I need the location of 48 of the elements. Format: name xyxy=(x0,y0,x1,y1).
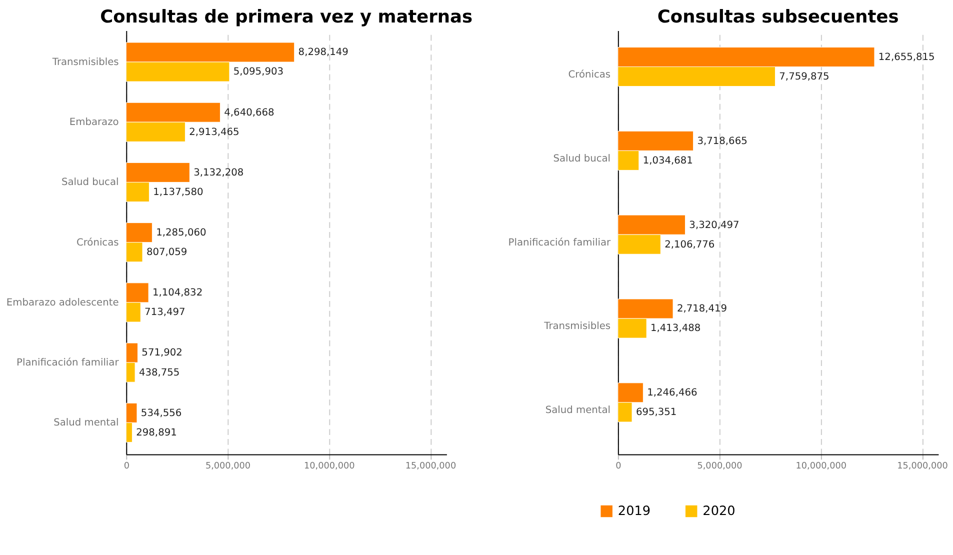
x-tick-label: 5,000,000 xyxy=(697,462,743,472)
x-tick-label: 10,000,000 xyxy=(304,462,356,472)
data-label: 1,246,466 xyxy=(647,388,698,399)
y-tick-label: Transmisibles xyxy=(543,321,611,332)
data-label: 1,034,681 xyxy=(642,155,693,166)
data-label: 1,104,832 xyxy=(152,288,203,299)
x-tick-label: 15,000,000 xyxy=(897,462,948,472)
data-label: 3,718,665 xyxy=(697,136,748,147)
chart-title: Consultas de primera vez y maternas xyxy=(100,8,472,28)
data-label: 3,320,497 xyxy=(689,220,740,231)
y-tick-label: Planificación familiar xyxy=(16,358,120,369)
y-tick-label: Salud bucal xyxy=(553,153,611,164)
data-label: 5,095,903 xyxy=(233,66,284,78)
y-tick-label: Embarazo xyxy=(69,117,119,128)
data-label: 438,755 xyxy=(138,367,180,378)
data-label: 8,298,149 xyxy=(298,47,348,58)
data-label: 2,913,465 xyxy=(189,126,240,138)
data-label: 695,351 xyxy=(636,407,677,418)
legend-label: 2019 xyxy=(618,504,650,520)
data-label: 4,640,668 xyxy=(224,107,274,118)
y-tick-label: Salud mental xyxy=(545,405,611,416)
data-label: 807,059 xyxy=(146,247,188,258)
x-tick-label: 0 xyxy=(124,462,130,472)
data-label: 2,718,419 xyxy=(676,304,728,315)
x-tick-label: 5,000,000 xyxy=(205,462,251,472)
data-label: 713,497 xyxy=(144,307,186,318)
data-label: 571,902 xyxy=(142,348,182,359)
y-tick-label: Crónicas xyxy=(76,237,119,248)
x-tick-label: 0 xyxy=(616,462,622,472)
x-tick-label: 10,000,000 xyxy=(796,462,847,472)
legend-label: 2020 xyxy=(702,504,736,520)
data-label: 534,556 xyxy=(140,408,182,419)
chart-title: Consultas subsecuentes xyxy=(657,8,899,28)
data-label: 298,891 xyxy=(136,427,177,438)
y-tick-label: Crónicas xyxy=(568,69,611,80)
data-label: 1,285,060 xyxy=(156,228,206,239)
data-label: 3,132,208 xyxy=(194,167,244,178)
y-tick-label: Embarazo adolescente xyxy=(6,297,119,308)
data-label: 12,655,815 xyxy=(878,52,935,63)
x-tick-label: 15,000,000 xyxy=(405,462,456,472)
y-tick-label: Transmisibles xyxy=(51,56,119,68)
y-tick-label: Salud bucal xyxy=(61,177,119,188)
y-tick-label: Salud mental xyxy=(54,418,119,429)
data-label: 1,413,488 xyxy=(650,323,701,334)
data-label: 1,137,580 xyxy=(153,186,204,198)
data-label: 7,759,875 xyxy=(779,71,830,82)
y-tick-label: Planificación familiar xyxy=(508,237,612,248)
data-label: 2,106,776 xyxy=(664,239,715,250)
